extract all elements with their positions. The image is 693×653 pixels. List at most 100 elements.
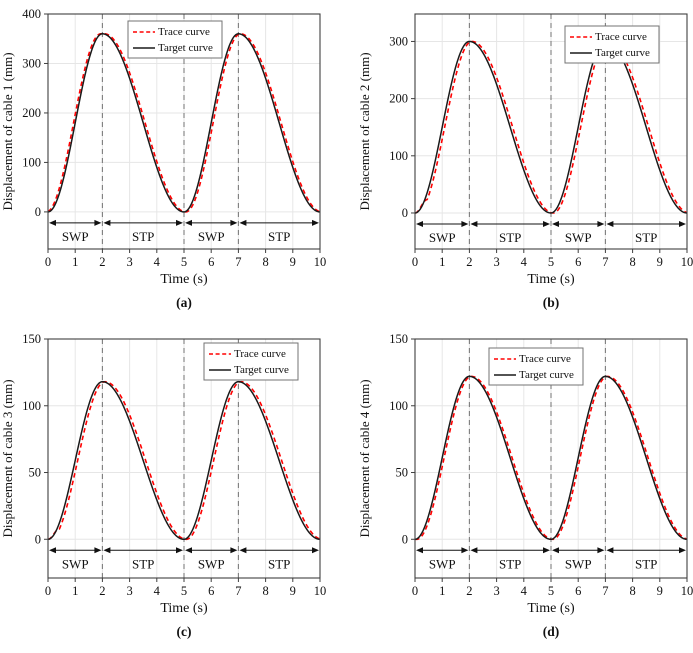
phase-arrowhead-left <box>470 547 478 554</box>
x-tick-label: 10 <box>314 584 327 598</box>
phase-label: STP <box>132 556 154 571</box>
phase-arrowhead-right <box>597 220 605 227</box>
x-tick-label: 0 <box>412 584 418 598</box>
phase-arrowhead-right <box>230 219 238 226</box>
x-tick-label: 2 <box>99 584 105 598</box>
x-tick-label: 1 <box>72 255 78 269</box>
y-tick-label: 100 <box>22 399 41 413</box>
axis-ticks <box>411 338 688 582</box>
legend-trace-label: Trace curve <box>595 31 647 43</box>
phase-arrowhead-right <box>94 219 102 226</box>
phase-arrowhead-right <box>543 547 550 554</box>
phase-arrowhead-left <box>103 547 111 554</box>
subplot-caption: (a) <box>176 295 192 310</box>
y-axis-label: Displacement of cable 2 (mm) <box>357 52 372 210</box>
x-tick-label: 6 <box>208 255 214 269</box>
x-tick-label: 0 <box>412 255 418 269</box>
x-tick-label: 5 <box>548 584 554 598</box>
phase-annotations: SWP STP SWP STP <box>49 547 319 571</box>
legend-trace-label: Trace curve <box>519 353 571 365</box>
x-tick-label: 7 <box>602 584 608 598</box>
target-curve <box>47 33 321 213</box>
x-tick-label: 6 <box>208 584 214 598</box>
legend: Trace curve Target curve <box>564 25 660 64</box>
phase-label: STP <box>499 556 521 571</box>
phase-arrowhead-right <box>176 547 183 554</box>
phase-label: SWP <box>198 229 225 244</box>
phase-label: SWP <box>429 230 456 245</box>
phase-arrowhead-right <box>461 220 469 227</box>
trace-curve <box>47 380 321 541</box>
legend-trace-label: Trace curve <box>158 26 210 38</box>
phase-arrowhead-right <box>679 220 686 227</box>
y-tick-label: 300 <box>389 34 408 48</box>
phase-arrowhead-left <box>470 220 478 227</box>
phase-arrowhead-left <box>239 219 247 226</box>
phase-arrowhead-right <box>312 219 319 226</box>
phase-arrowhead-left <box>606 220 614 227</box>
x-tick-label: 5 <box>548 255 554 269</box>
y-tick-label: 300 <box>22 56 41 70</box>
x-tick-label: 1 <box>439 255 445 269</box>
x-tick-label: 8 <box>262 255 268 269</box>
target-curve <box>47 380 321 541</box>
x-tick-label: 4 <box>521 584 528 598</box>
y-tick-label: 50 <box>396 466 409 480</box>
phase-arrowhead-right <box>597 547 605 554</box>
y-tick-label: 100 <box>389 399 408 413</box>
y-tick-label: 100 <box>389 149 408 163</box>
y-tick-label: 150 <box>22 332 41 346</box>
x-tick-label: 6 <box>575 584 581 598</box>
phase-arrowhead-left <box>552 547 559 554</box>
subplot-caption: (d) <box>543 624 560 639</box>
x-tick-label: 3 <box>493 584 499 598</box>
phase-label: STP <box>268 229 290 244</box>
phase-arrowhead-left <box>239 547 247 554</box>
x-axis-label: Time (s) <box>527 601 575 616</box>
legend: Trace curve Target curve <box>488 347 584 386</box>
x-tick-label: 4 <box>154 584 161 598</box>
legend-box <box>488 347 584 386</box>
phase-arrowhead-right <box>176 219 183 226</box>
x-tick-label: 3 <box>493 255 499 269</box>
phase-label: SWP <box>565 230 592 245</box>
x-tick-label: 8 <box>629 584 635 598</box>
phase-arrowhead-left <box>49 219 56 226</box>
x-tick-label: 9 <box>290 255 296 269</box>
phase-arrowhead-right <box>230 547 238 554</box>
y-tick-label: 200 <box>22 106 41 120</box>
y-tick-label: 50 <box>29 466 42 480</box>
x-axis-label: Time (s) <box>160 601 208 616</box>
legend-box <box>564 25 660 64</box>
legend-target-label: Target curve <box>595 47 650 59</box>
phase-arrowhead-right <box>543 220 550 227</box>
chart-panel-a: 0 1 2 3 4 5 6 7 8 9 10 0 100 200 300 400 Time (s) Displac… <box>0 0 347 332</box>
x-tick-label: 5 <box>181 584 187 598</box>
x-tick-label: 5 <box>181 255 187 269</box>
legend-trace-label: Trace curve <box>234 348 286 360</box>
legend-target-label: Target curve <box>234 364 289 376</box>
phase-label: STP <box>268 556 290 571</box>
y-tick-label: 0 <box>35 532 41 546</box>
legend: Trace curve Target curve <box>203 342 299 381</box>
phase-annotations: SWP STP SWP STP <box>416 547 686 571</box>
phase-arrowhead-right <box>679 547 686 554</box>
x-tick-label: 4 <box>521 255 528 269</box>
x-tick-label: 4 <box>154 255 161 269</box>
x-tick-label: 9 <box>657 255 663 269</box>
x-tick-label: 9 <box>657 584 663 598</box>
phase-label: STP <box>499 230 521 245</box>
phase-label: STP <box>635 230 657 245</box>
axis-ticks <box>44 338 321 582</box>
phase-arrowhead-left <box>606 547 614 554</box>
phase-arrowhead-left <box>416 547 423 554</box>
x-tick-label: 7 <box>602 255 608 269</box>
x-tick-label: 1 <box>439 584 445 598</box>
phase-arrowhead-left <box>552 220 559 227</box>
y-tick-label: 0 <box>35 205 41 219</box>
phase-arrowhead-left <box>49 547 56 554</box>
